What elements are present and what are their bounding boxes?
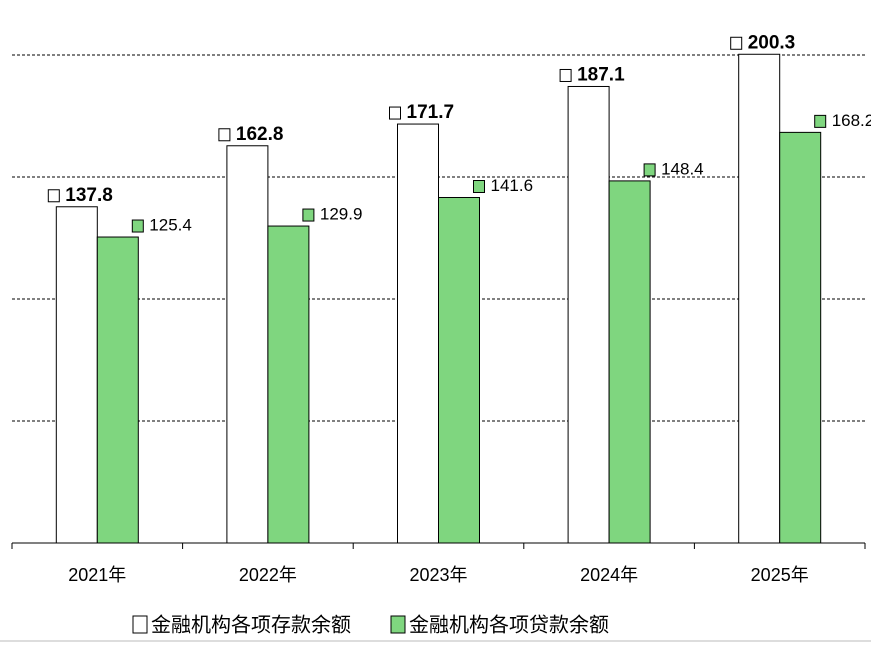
- value-label: 200.3: [748, 32, 796, 53]
- bar: [438, 196, 480, 544]
- x-tick-label: 2021年: [68, 565, 126, 585]
- value-label-key: [47, 189, 60, 203]
- value-label-key: [814, 114, 827, 128]
- value-label: 129.9: [320, 205, 363, 224]
- legend-label: 金融机构各项存款余额: [151, 613, 351, 636]
- value-label-key: [302, 208, 315, 222]
- value-label-key: [218, 128, 231, 142]
- x-tick-label: 2025年: [751, 565, 809, 585]
- bar: [779, 131, 822, 544]
- value-label: 148.4: [661, 159, 704, 178]
- value-label: 162.8: [236, 124, 284, 145]
- bar: [96, 236, 139, 544]
- value-label: 141.6: [491, 176, 534, 195]
- legend-key: [132, 615, 148, 634]
- bar: [397, 123, 439, 544]
- value-label: 137.8: [65, 185, 113, 206]
- value-label-key: [131, 219, 144, 233]
- value-label-key: [730, 36, 743, 50]
- bar: [608, 180, 651, 544]
- value-label: 125.4: [149, 216, 192, 235]
- bar: [738, 53, 781, 544]
- bar: [55, 206, 98, 544]
- x-tick-label: 2024年: [580, 565, 638, 585]
- legend-label: 金融机构各项贷款余额: [409, 613, 609, 636]
- legend-key: [390, 615, 406, 634]
- value-label-key: [559, 68, 572, 82]
- bar: [567, 85, 610, 544]
- value-label-key: [389, 106, 401, 120]
- value-label: 187.1: [577, 64, 625, 85]
- x-tick-label: 2022年: [239, 565, 297, 585]
- value-label: 171.7: [407, 102, 455, 123]
- value-label-key: [473, 179, 485, 193]
- bar: [267, 225, 310, 544]
- bar: [226, 145, 269, 544]
- value-label-key: [643, 163, 656, 177]
- x-tick-label: 2023年: [409, 565, 467, 585]
- value-label: 168.29: [832, 111, 871, 130]
